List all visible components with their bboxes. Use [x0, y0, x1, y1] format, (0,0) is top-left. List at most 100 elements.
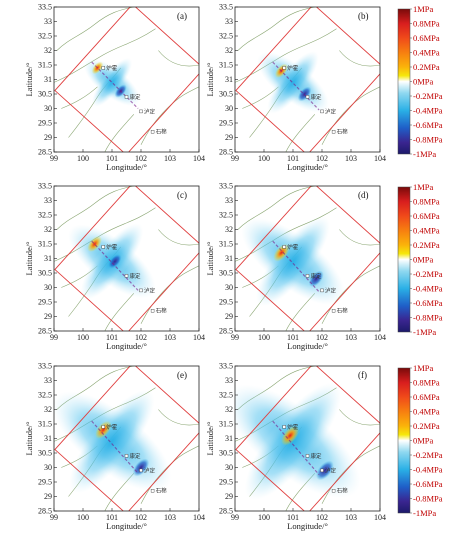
y-tick-label: 33.5 [219, 3, 233, 12]
x-tick-label: 99 [231, 513, 239, 522]
town-marker [124, 274, 129, 278]
colorbar-label: -0.6MPa [413, 479, 443, 489]
y-tick-label: 33 [225, 376, 233, 385]
fault-line [140, 265, 199, 324]
town-label: 康定 [311, 93, 323, 101]
town-marker [331, 129, 336, 134]
y-tick-label: 31.5 [38, 240, 52, 249]
study-area-frame [54, 7, 199, 152]
y-tick-label: 30 [44, 283, 52, 292]
panel-label: (a) [177, 11, 187, 21]
x-axis-label: Longitude/° [106, 521, 147, 531]
x-tick-label: 102 [135, 333, 147, 342]
stress-patch [91, 61, 104, 75]
stress-patch [297, 86, 312, 102]
colorbar-scale [397, 367, 411, 514]
town-label: 泸定 [144, 466, 156, 474]
y-tick-label: 31.5 [38, 61, 52, 70]
town-marker [331, 309, 336, 313]
y-tick-label: 32 [44, 46, 52, 55]
y-tick-label: 33.5 [219, 362, 233, 371]
x-tick-label: 104 [374, 154, 386, 163]
y-tick-label: 33.5 [38, 182, 52, 191]
colorbar-label: -0.4MPa [413, 106, 443, 116]
x-tick-label: 102 [135, 513, 147, 522]
colorbar-label: 1MPa [413, 182, 434, 192]
town-marker [150, 489, 155, 493]
x-tick-label: 101 [106, 154, 118, 163]
town-marker [101, 425, 106, 429]
y-tick-label: 31 [44, 75, 52, 84]
y-axis-label: Latitude/° [24, 62, 34, 96]
y-tick-label: 29.5 [219, 119, 233, 128]
colorbar-label: 0MPa [413, 436, 434, 446]
x-tick-label: 102 [135, 154, 147, 163]
y-tick-label: 32.5 [38, 32, 52, 41]
town-marker [320, 288, 324, 293]
y-tick-label: 30.5 [38, 90, 52, 99]
y-tick-label: 33.5 [38, 3, 52, 12]
colorbar-label: 0.4MPa [413, 48, 440, 58]
town-marker [124, 95, 129, 99]
y-tick-label: 28.5 [38, 507, 52, 516]
y-tick-label: 30.5 [38, 269, 52, 278]
stress-patch [95, 420, 112, 439]
x-tick-label: 104 [374, 513, 386, 522]
colorbar-label: -0.6MPa [413, 298, 443, 308]
colorbar: 1MPa 0.8MPa 0.6MPa 0.4MPa 0.2MPa 0MPa -0.2MPa -… [397, 4, 443, 159]
x-tick-label: 100 [258, 513, 270, 522]
town-label: 泸定 [325, 466, 337, 474]
stress-patch [132, 458, 150, 477]
town-label: 炉霍 [287, 423, 299, 431]
y-tick-label: 33 [44, 17, 52, 26]
colorbar-label: -0.4MPa [413, 284, 443, 294]
x-axis-label: Longitude/° [287, 162, 328, 172]
x-tick-label: 101 [287, 154, 299, 163]
study-area-frame [235, 7, 380, 152]
x-tick-label: 99 [50, 154, 58, 163]
x-axis-label: Longitude/° [287, 341, 328, 351]
colorbar-label: -1MPa [413, 508, 436, 518]
fault-line [321, 265, 380, 324]
y-tick-label: 32.5 [219, 211, 233, 220]
y-tick-label: 31.5 [219, 420, 233, 429]
x-tick-label: 103 [164, 333, 176, 342]
colorbar-label: 0.4MPa [413, 226, 440, 236]
rupture-trace [91, 240, 139, 291]
x-tick-label: 104 [374, 333, 386, 342]
stress-field [256, 51, 330, 114]
town-label: 泸定 [325, 286, 337, 294]
x-axis-label: Longitude/° [106, 341, 147, 351]
town-label: 泸定 [144, 286, 156, 294]
y-axis-label: Latitude/° [205, 421, 215, 455]
y-tick-label: 33.5 [38, 362, 52, 371]
town-label: 康定 [311, 452, 323, 460]
town-marker [305, 95, 310, 99]
y-tick-label: 29 [225, 133, 233, 142]
fault-line [158, 409, 199, 426]
y-tick-label: 29 [225, 312, 233, 321]
x-tick-label: 104 [193, 513, 205, 522]
fault-line [158, 229, 199, 246]
x-tick-label: 100 [77, 333, 89, 342]
town-marker [139, 109, 143, 114]
y-tick-label: 29.5 [219, 478, 233, 487]
fault-line [321, 86, 380, 145]
x-tick-label: 100 [77, 513, 89, 522]
x-tick-label: 101 [287, 333, 299, 342]
y-tick-label: 30.5 [219, 269, 233, 278]
y-tick-label: 32 [225, 46, 233, 55]
stress-patch [281, 425, 300, 446]
colorbar-label: 0.8MPa [413, 19, 440, 29]
y-tick-label: 32 [225, 225, 233, 234]
town-label: 炉霍 [106, 423, 118, 431]
y-tick-label: 29.5 [38, 298, 52, 307]
x-tick-label: 103 [345, 333, 357, 342]
colorbar-label: -0.2MPa [413, 91, 443, 101]
y-tick-label: 30.5 [219, 90, 233, 99]
colorbar-label: 1MPa [413, 363, 434, 373]
colorbar-label: -0.4MPa [413, 465, 443, 475]
y-tick-label: 33 [44, 196, 52, 205]
